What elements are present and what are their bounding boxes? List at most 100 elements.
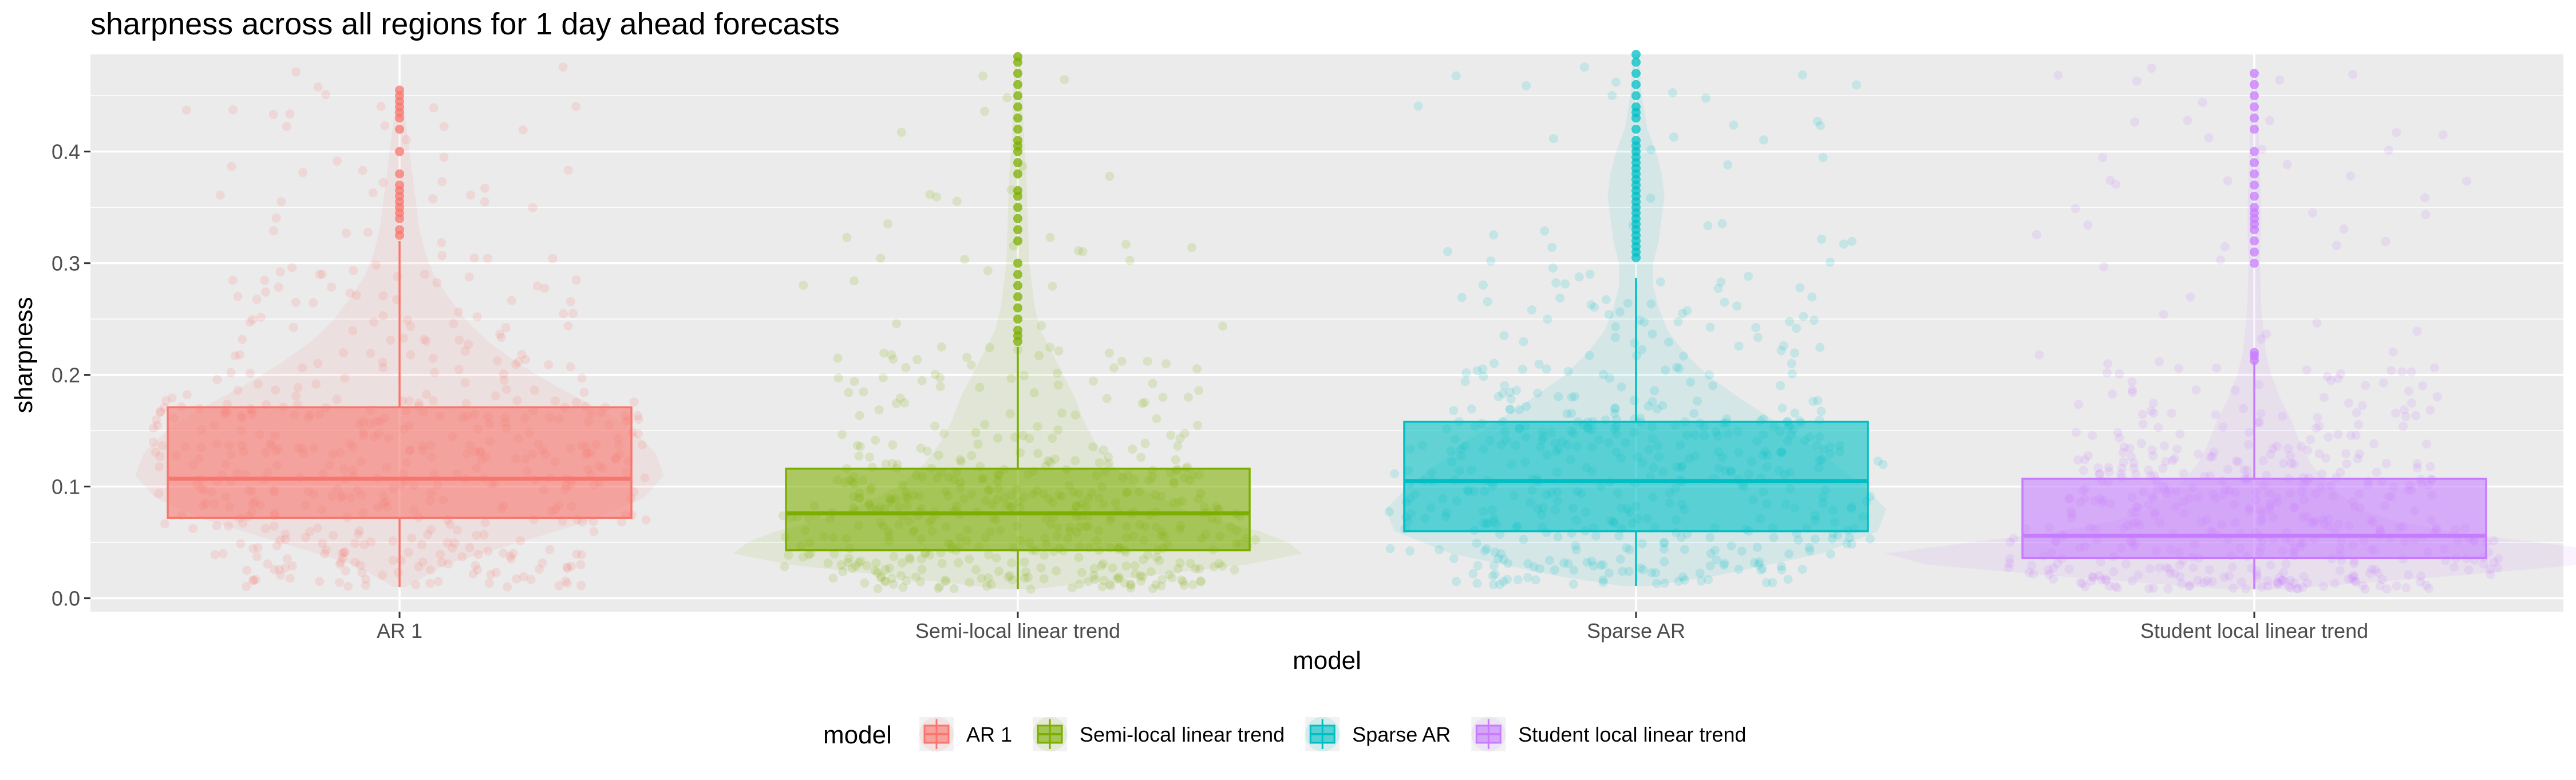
jitter-point — [2129, 463, 2139, 473]
jitter-point — [1046, 458, 1056, 467]
jitter-point — [414, 399, 424, 408]
jitter-point — [2191, 385, 2201, 395]
jitter-point — [466, 190, 476, 200]
jitter-point — [406, 350, 416, 360]
jitter-point — [251, 575, 260, 584]
jitter-point — [2377, 574, 2387, 584]
outlier-point — [1013, 91, 1022, 101]
jitter-point — [2225, 571, 2234, 581]
jitter-point — [949, 584, 959, 593]
jitter-point — [1499, 330, 1509, 340]
jitter-point — [588, 517, 598, 526]
jitter-point — [1130, 561, 1140, 570]
jitter-point — [2209, 447, 2219, 457]
jitter-point — [528, 203, 538, 212]
jitter-point — [985, 342, 994, 352]
jitter-point — [2344, 574, 2353, 584]
jitter-point — [358, 166, 368, 175]
jitter-point — [2262, 470, 2271, 480]
jitter-point — [1629, 396, 1639, 405]
jitter-point — [345, 288, 355, 298]
jitter-point — [149, 423, 158, 433]
jitter-point — [2319, 582, 2328, 591]
jitter-point — [2244, 427, 2254, 437]
jitter-point — [916, 577, 926, 587]
jitter-point — [1050, 454, 1060, 464]
outlier-point — [1013, 325, 1022, 335]
jitter-point — [2127, 377, 2137, 387]
jitter-point — [1790, 348, 1799, 358]
jitter-point — [1519, 535, 1528, 544]
jitter-point — [2096, 557, 2105, 566]
jitter-point — [1194, 385, 1204, 395]
jitter-point — [2387, 366, 2396, 376]
jitter-point — [2155, 563, 2164, 573]
jitter-point — [511, 360, 521, 369]
jitter-point — [1787, 359, 1796, 368]
outlier-point — [1013, 80, 1022, 89]
jitter-point — [2193, 576, 2203, 585]
jitter-point — [354, 526, 364, 535]
jitter-point — [2349, 572, 2359, 582]
jitter-point — [836, 560, 846, 570]
jitter-point — [532, 281, 542, 291]
jitter-point — [829, 549, 839, 558]
jitter-point — [898, 558, 907, 568]
jitter-point — [1659, 538, 1669, 547]
jitter-point — [2177, 579, 2187, 589]
jitter-point — [1813, 396, 1823, 405]
jitter-point — [617, 517, 626, 527]
jitter-point — [1472, 366, 1482, 376]
jitter-point — [842, 233, 852, 242]
jitter-point — [2064, 564, 2074, 574]
jitter-point — [2373, 568, 2383, 578]
jitter-point — [1057, 408, 1066, 418]
jitter-point — [230, 351, 240, 361]
jitter-point — [2493, 563, 2503, 573]
jitter-point — [439, 121, 449, 131]
jitter-point — [888, 354, 898, 364]
jitter-point — [1717, 219, 1727, 229]
jitter-point — [1460, 377, 1470, 387]
jitter-point — [2083, 220, 2093, 230]
jitter-point — [2029, 569, 2038, 579]
jitter-point — [1045, 233, 1055, 242]
jitter-point — [854, 451, 864, 461]
outlier-point — [1013, 303, 1022, 313]
jitter-point — [2306, 435, 2316, 444]
jitter-point — [499, 548, 508, 558]
jitter-point — [248, 315, 258, 325]
jitter-point — [436, 550, 445, 560]
jitter-point — [1515, 405, 1524, 415]
jitter-point — [2053, 70, 2063, 80]
jitter-point — [876, 253, 886, 263]
jitter-point — [1060, 75, 1069, 84]
jitter-point — [1121, 239, 1131, 249]
jitter-point — [1490, 359, 1499, 368]
jitter-point — [235, 350, 244, 360]
jitter-point — [1139, 555, 1148, 565]
jitter-point — [1152, 553, 1161, 562]
jitter-point — [2298, 583, 2308, 592]
legend-item: Student local linear trend — [1471, 717, 1747, 751]
jitter-point — [544, 360, 554, 369]
outlier-point — [1631, 124, 1641, 134]
jitter-point — [1104, 458, 1113, 468]
jitter-point — [884, 564, 894, 573]
jitter-point — [2115, 433, 2124, 443]
jitter-point — [2216, 255, 2225, 265]
jitter-point — [369, 317, 378, 327]
jitter-point — [252, 294, 262, 304]
jitter-point — [1002, 93, 1012, 103]
jitter-point — [454, 365, 464, 375]
jitter-point — [2344, 398, 2353, 408]
jitter-point — [275, 570, 285, 580]
jitter-point — [1495, 580, 1504, 589]
jitter-point — [880, 576, 890, 586]
jitter-point — [888, 580, 898, 589]
jitter-point — [1729, 120, 1739, 130]
jitter-point — [1104, 348, 1114, 358]
jitter-point — [479, 530, 489, 539]
jitter-point — [228, 105, 238, 115]
